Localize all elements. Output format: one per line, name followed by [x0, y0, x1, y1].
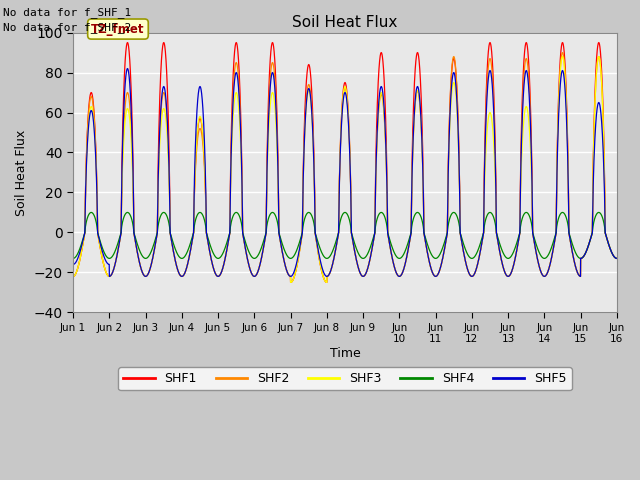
SHF3: [287, 279, 294, 285]
Text: TZ_fmet: TZ_fmet: [92, 23, 145, 36]
SHF5: [167, 235, 175, 241]
SHF3: [613, 255, 621, 261]
SHF1: [325, 272, 333, 278]
SHF2: [498, 258, 506, 264]
SHF4: [437, 250, 445, 256]
SHF2: [612, 255, 620, 261]
SHF1: [613, 255, 621, 261]
SHF1: [124, 40, 131, 46]
SHF4: [88, 210, 95, 216]
Text: No data for f_SHF_2: No data for f_SHF_2: [3, 22, 131, 33]
SHF1: [467, 273, 475, 279]
SHF2: [287, 279, 294, 285]
SHF2: [69, 274, 77, 279]
SHF5: [467, 273, 475, 279]
Text: No data for f_SHF_1: No data for f_SHF_1: [3, 7, 131, 18]
SHF1: [498, 258, 506, 264]
SHF3: [324, 272, 332, 278]
SHF5: [437, 264, 445, 269]
SHF4: [69, 255, 77, 261]
SHF3: [467, 273, 475, 279]
SHF5: [69, 262, 77, 267]
Title: Soil Heat Flux: Soil Heat Flux: [292, 15, 397, 30]
Line: SHF1: SHF1: [73, 43, 617, 282]
SHF5: [613, 255, 621, 261]
SHF4: [324, 255, 332, 261]
SHF2: [167, 234, 175, 240]
SHF1: [612, 255, 620, 261]
SHF3: [612, 255, 620, 261]
SHF5: [124, 66, 131, 72]
SHF5: [106, 274, 113, 279]
Legend: SHF1, SHF2, SHF3, SHF4, SHF5: SHF1, SHF2, SHF3, SHF4, SHF5: [118, 367, 572, 390]
SHF2: [324, 272, 332, 278]
SHF2: [437, 264, 445, 270]
SHF1: [167, 234, 175, 240]
SHF2: [559, 49, 566, 55]
Y-axis label: Soil Heat Flux: Soil Heat Flux: [15, 129, 28, 216]
SHF3: [559, 54, 566, 60]
SHF2: [467, 273, 475, 279]
SHF5: [612, 255, 620, 261]
Line: SHF3: SHF3: [73, 57, 617, 282]
Line: SHF5: SHF5: [73, 69, 617, 276]
SHF3: [437, 264, 445, 270]
SHF4: [612, 255, 620, 261]
SHF4: [613, 255, 621, 261]
SHF1: [287, 279, 294, 285]
SHF5: [498, 258, 506, 264]
SHF5: [325, 272, 333, 278]
Line: SHF4: SHF4: [73, 213, 617, 258]
SHF4: [498, 246, 506, 252]
SHF1: [437, 264, 445, 269]
SHF3: [498, 258, 506, 264]
SHF1: [69, 274, 77, 279]
SHF3: [69, 274, 77, 279]
SHF3: [167, 234, 175, 240]
SHF4: [467, 255, 475, 261]
SHF2: [613, 255, 621, 261]
X-axis label: Time: Time: [330, 347, 360, 360]
SHF4: [167, 232, 175, 238]
Line: SHF2: SHF2: [73, 52, 617, 282]
